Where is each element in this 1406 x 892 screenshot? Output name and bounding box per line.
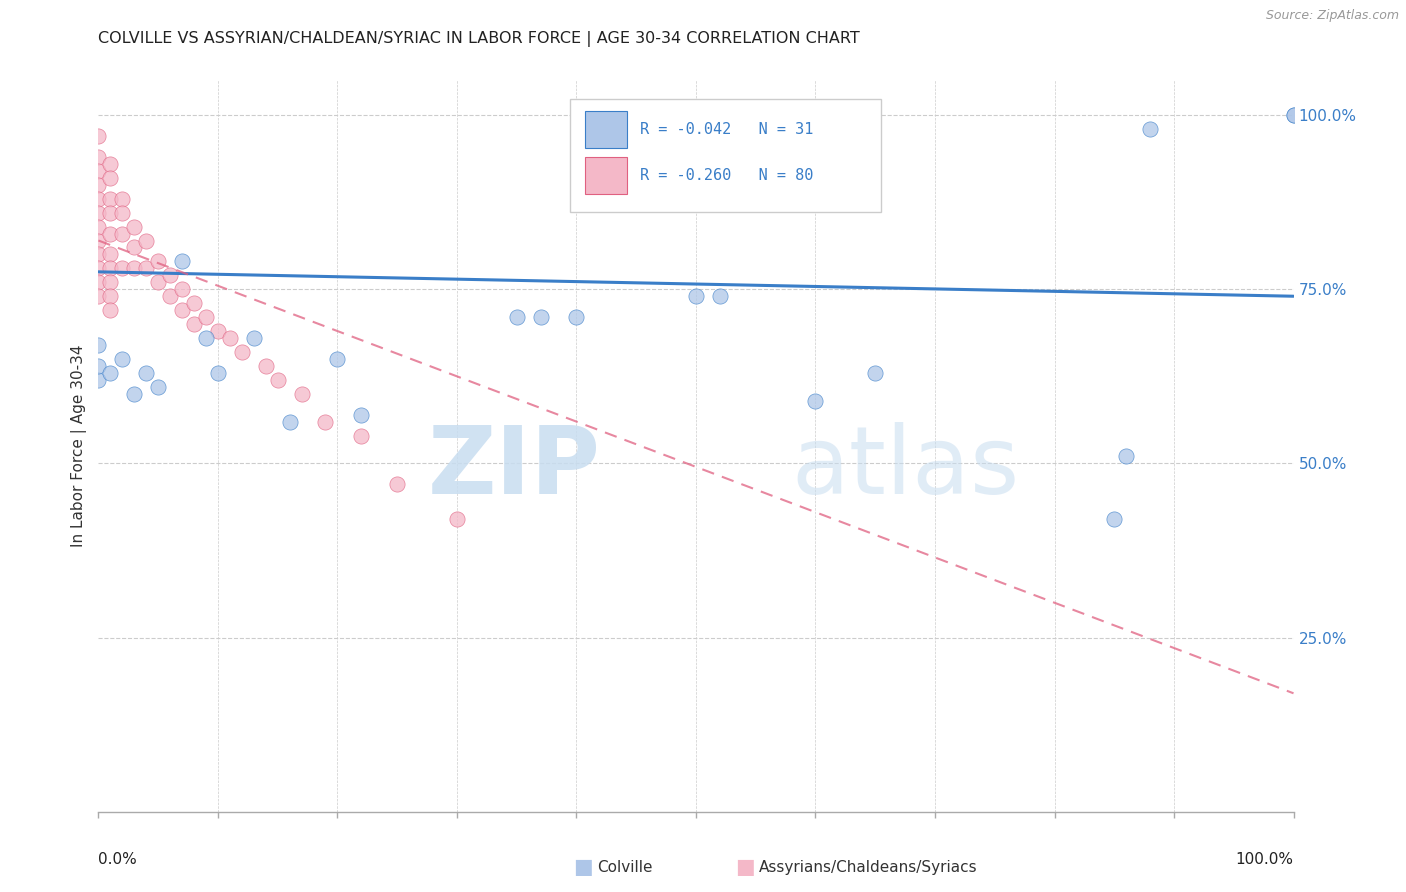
Point <box>863 366 887 380</box>
Point <box>385 477 409 491</box>
Point <box>1282 108 1305 122</box>
Point <box>87 289 110 303</box>
Point <box>98 205 122 219</box>
Point <box>207 324 229 338</box>
Point <box>111 227 134 241</box>
Point <box>98 170 122 185</box>
Point <box>172 303 194 318</box>
Point <box>111 351 134 366</box>
Point <box>326 351 349 366</box>
Point <box>87 373 110 387</box>
Text: R = -0.042   N = 31: R = -0.042 N = 31 <box>640 122 813 136</box>
Point <box>194 331 218 345</box>
Point <box>98 275 122 289</box>
FancyBboxPatch shape <box>585 157 627 194</box>
Point <box>565 310 588 325</box>
Point <box>98 247 122 261</box>
Point <box>135 261 157 276</box>
Point <box>148 275 170 289</box>
Point <box>98 157 122 171</box>
Point <box>315 415 337 429</box>
Point <box>529 310 551 325</box>
Point <box>87 275 110 289</box>
Text: Assyrians/Chaldeans/Syriacs: Assyrians/Chaldeans/Syriacs <box>759 860 977 874</box>
Point <box>87 359 110 373</box>
Point <box>98 261 122 276</box>
Point <box>124 219 146 234</box>
Point <box>506 310 529 325</box>
Point <box>804 393 827 408</box>
Point <box>148 380 170 394</box>
Point <box>183 296 205 310</box>
Text: atlas: atlas <box>792 422 1019 514</box>
Point <box>278 415 301 429</box>
Point <box>111 205 134 219</box>
Point <box>124 261 146 276</box>
Point <box>709 289 731 303</box>
Point <box>87 261 110 276</box>
Point <box>194 310 218 325</box>
Point <box>98 303 122 318</box>
Text: ZIP: ZIP <box>427 422 600 514</box>
Point <box>87 338 110 352</box>
Point <box>111 192 134 206</box>
Text: Colville: Colville <box>598 860 652 874</box>
Point <box>243 331 266 345</box>
Point <box>291 386 314 401</box>
Point <box>231 345 253 359</box>
Point <box>87 178 110 192</box>
Point <box>446 512 468 526</box>
Point <box>87 150 110 164</box>
Text: ■: ■ <box>735 857 755 877</box>
Point <box>350 408 373 422</box>
Point <box>111 261 134 276</box>
Point <box>87 205 110 219</box>
Point <box>172 254 194 268</box>
Point <box>183 317 205 331</box>
Point <box>98 366 122 380</box>
Point <box>98 192 122 206</box>
Text: Source: ZipAtlas.com: Source: ZipAtlas.com <box>1265 9 1399 22</box>
Point <box>124 386 146 401</box>
Point <box>254 359 277 373</box>
Point <box>87 192 110 206</box>
Text: ■: ■ <box>574 857 593 877</box>
Point <box>1139 122 1161 136</box>
Text: COLVILLE VS ASSYRIAN/CHALDEAN/SYRIAC IN LABOR FORCE | AGE 30-34 CORRELATION CHAR: COLVILLE VS ASSYRIAN/CHALDEAN/SYRIAC IN … <box>98 31 860 47</box>
Text: R = -0.260   N = 80: R = -0.260 N = 80 <box>640 168 813 183</box>
Point <box>207 366 229 380</box>
Point <box>1102 512 1125 526</box>
Text: 0.0%: 0.0% <box>98 852 138 867</box>
Point <box>148 254 170 268</box>
Point <box>172 282 194 296</box>
Point <box>1115 450 1137 464</box>
FancyBboxPatch shape <box>585 111 627 147</box>
Point <box>124 240 146 254</box>
Text: 100.0%: 100.0% <box>1236 852 1294 867</box>
Point <box>87 219 110 234</box>
Point <box>135 234 157 248</box>
Point <box>219 331 242 345</box>
Point <box>98 227 122 241</box>
Point <box>135 366 157 380</box>
Point <box>685 289 707 303</box>
Point <box>87 234 110 248</box>
FancyBboxPatch shape <box>571 99 882 212</box>
Point <box>159 289 181 303</box>
Y-axis label: In Labor Force | Age 30-34: In Labor Force | Age 30-34 <box>72 344 87 548</box>
Point <box>350 428 373 442</box>
Point <box>87 128 110 143</box>
Point <box>87 164 110 178</box>
Point <box>87 247 110 261</box>
Point <box>1282 108 1305 122</box>
Point <box>159 268 181 283</box>
Point <box>267 373 290 387</box>
Point <box>98 289 122 303</box>
